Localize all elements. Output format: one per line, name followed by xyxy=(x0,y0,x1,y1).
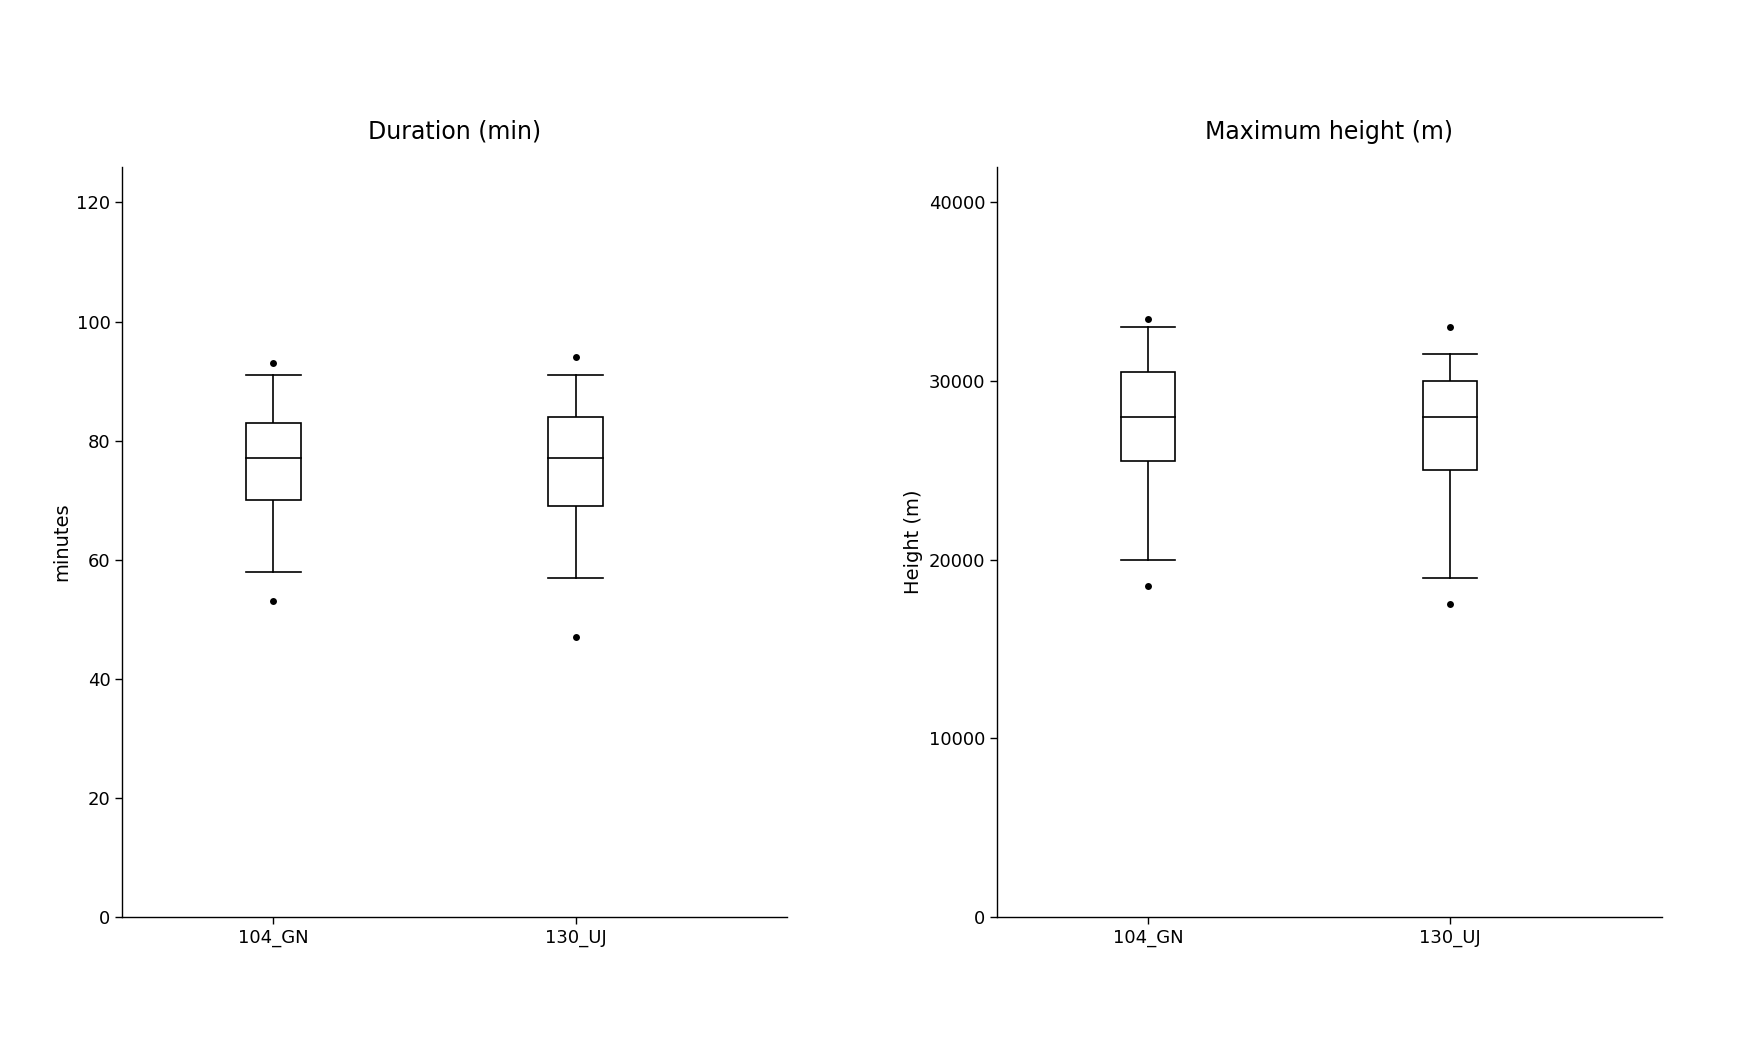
Title: Maximum height (m): Maximum height (m) xyxy=(1204,120,1453,144)
Bar xyxy=(246,423,301,500)
Y-axis label: Height (m): Height (m) xyxy=(904,490,923,594)
Bar xyxy=(1120,372,1175,462)
Bar xyxy=(1423,381,1477,470)
Bar xyxy=(549,417,603,506)
Title: Duration (min): Duration (min) xyxy=(369,120,540,144)
Y-axis label: minutes: minutes xyxy=(52,502,72,581)
